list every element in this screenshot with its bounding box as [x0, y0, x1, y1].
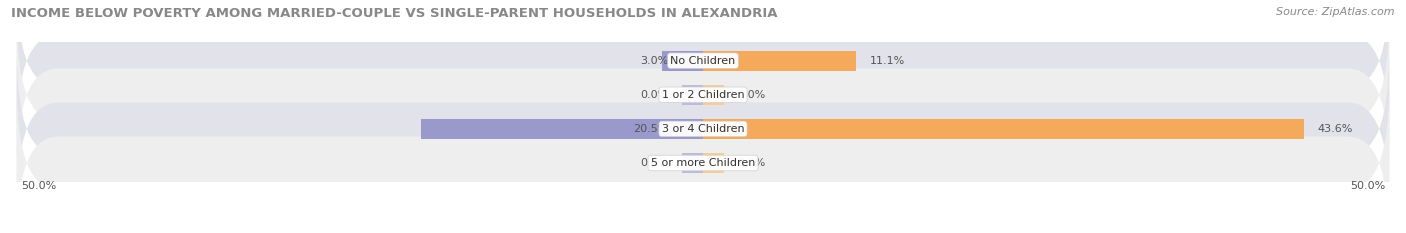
Text: 0.0%: 0.0% — [738, 158, 766, 168]
Text: 50.0%: 50.0% — [1350, 181, 1385, 191]
Bar — [703, 153, 724, 173]
Text: 43.6%: 43.6% — [1317, 124, 1353, 134]
Bar — [703, 51, 856, 71]
FancyBboxPatch shape — [17, 19, 1389, 171]
Bar — [662, 51, 703, 71]
Bar — [703, 119, 1303, 139]
Text: 0.0%: 0.0% — [640, 90, 669, 100]
FancyBboxPatch shape — [17, 87, 1389, 233]
Text: 0.0%: 0.0% — [640, 158, 669, 168]
Text: INCOME BELOW POVERTY AMONG MARRIED-COUPLE VS SINGLE-PARENT HOUSEHOLDS IN ALEXAND: INCOME BELOW POVERTY AMONG MARRIED-COUPL… — [11, 7, 778, 20]
Text: No Children: No Children — [671, 56, 735, 66]
Bar — [703, 85, 724, 105]
FancyBboxPatch shape — [17, 0, 1389, 137]
Bar — [682, 85, 703, 105]
Bar — [682, 153, 703, 173]
Text: 3.0%: 3.0% — [640, 56, 669, 66]
Text: 50.0%: 50.0% — [21, 181, 56, 191]
Bar — [420, 119, 703, 139]
FancyBboxPatch shape — [17, 53, 1389, 205]
Text: 5 or more Children: 5 or more Children — [651, 158, 755, 168]
Text: 20.5%: 20.5% — [633, 124, 669, 134]
Text: 0.0%: 0.0% — [738, 90, 766, 100]
Text: Source: ZipAtlas.com: Source: ZipAtlas.com — [1277, 7, 1395, 17]
Text: 1 or 2 Children: 1 or 2 Children — [662, 90, 744, 100]
Text: 3 or 4 Children: 3 or 4 Children — [662, 124, 744, 134]
Text: 11.1%: 11.1% — [870, 56, 905, 66]
